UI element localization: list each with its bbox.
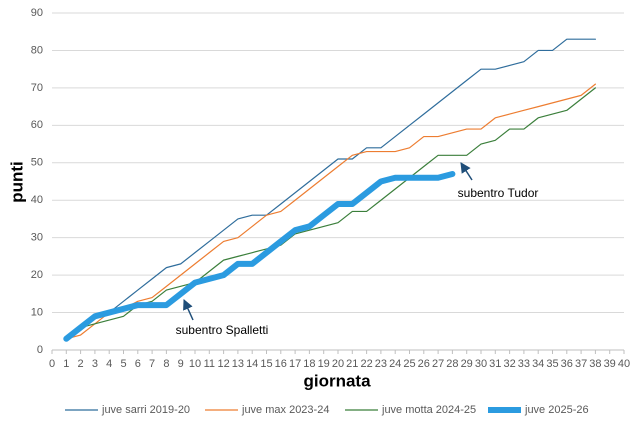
y-tick-label: 40 xyxy=(31,194,43,206)
series-line xyxy=(65,87,596,340)
x-tick-label: 28 xyxy=(446,358,458,370)
x-tick-label: 15 xyxy=(260,358,272,370)
annotation-arrow xyxy=(460,162,473,181)
x-tick-label: 29 xyxy=(461,358,473,370)
x-tick-label: 33 xyxy=(518,358,530,370)
series-line xyxy=(65,38,596,340)
x-tick-label: 23 xyxy=(375,358,387,370)
annotation: subentro Tudor xyxy=(458,186,539,200)
x-tick-label: 35 xyxy=(546,358,558,370)
x-tick-label: 8 xyxy=(163,358,169,370)
x-tick-label: 38 xyxy=(589,358,601,370)
x-tick-label: 37 xyxy=(575,358,587,370)
x-tick-label: 32 xyxy=(503,358,515,370)
x-tick-label: 16 xyxy=(275,358,287,370)
y-tick-label: 70 xyxy=(31,82,43,94)
x-tick-label: 31 xyxy=(489,358,501,370)
x-tick-label: 7 xyxy=(149,358,155,370)
x-tick-label: 4 xyxy=(106,358,112,370)
x-tick-label: 9 xyxy=(178,358,184,370)
x-tick-label: 3 xyxy=(92,358,98,370)
y-tick-label: 10 xyxy=(31,306,43,318)
x-tick-label: 13 xyxy=(232,358,244,370)
x-tick-label: 36 xyxy=(561,358,573,370)
annotation: subentro Spalletti xyxy=(176,323,269,337)
x-tick-label: 5 xyxy=(120,358,126,370)
x-tick-label: 30 xyxy=(475,358,487,370)
legend-label: juve sarri 2019-20 xyxy=(101,404,190,416)
x-tick-label: 2 xyxy=(78,358,84,370)
x-tick-label: 34 xyxy=(532,358,544,370)
y-tick-label: 50 xyxy=(31,157,43,169)
x-tick-label: 14 xyxy=(246,358,258,370)
x-tick-label: 12 xyxy=(217,358,229,370)
legend-label: juve max 2023-24 xyxy=(241,404,329,416)
x-tick-label: 22 xyxy=(360,358,372,370)
x-tick-label: 19 xyxy=(318,358,330,370)
annotation-arrow xyxy=(183,299,194,321)
series-line xyxy=(65,83,596,340)
y-tick-label: 20 xyxy=(31,269,43,281)
legend-label: juve 2025-26 xyxy=(524,404,589,416)
y-tick-label: 60 xyxy=(31,119,43,131)
y-tick-label: 90 xyxy=(31,7,43,19)
x-tick-label: 6 xyxy=(135,358,141,370)
y-tick-label: 80 xyxy=(31,44,43,56)
x-tick-label: 18 xyxy=(303,358,315,370)
x-tick-label: 0 xyxy=(49,358,55,370)
x-tick-label: 39 xyxy=(604,358,616,370)
x-tick-label: 1 xyxy=(63,358,69,370)
x-tick-label: 24 xyxy=(389,358,401,370)
x-tick-label: 40 xyxy=(618,358,630,370)
legend-label: juve motta 2024-25 xyxy=(381,404,476,416)
series-line xyxy=(63,171,456,342)
x-tick-label: 10 xyxy=(189,358,201,370)
x-axis-label: giornata xyxy=(303,371,371,390)
x-tick-label: 26 xyxy=(418,358,430,370)
x-tick-label: 11 xyxy=(204,358,215,370)
y-tick-label: 30 xyxy=(31,232,43,244)
x-tick-label: 21 xyxy=(346,358,358,370)
x-tick-label: 17 xyxy=(289,358,301,370)
y-tick-label: 0 xyxy=(37,344,43,356)
x-tick-label: 25 xyxy=(403,358,415,370)
x-tick-label: 27 xyxy=(432,358,444,370)
y-axis-label: punti xyxy=(7,161,26,203)
x-tick-label: 20 xyxy=(332,358,344,370)
